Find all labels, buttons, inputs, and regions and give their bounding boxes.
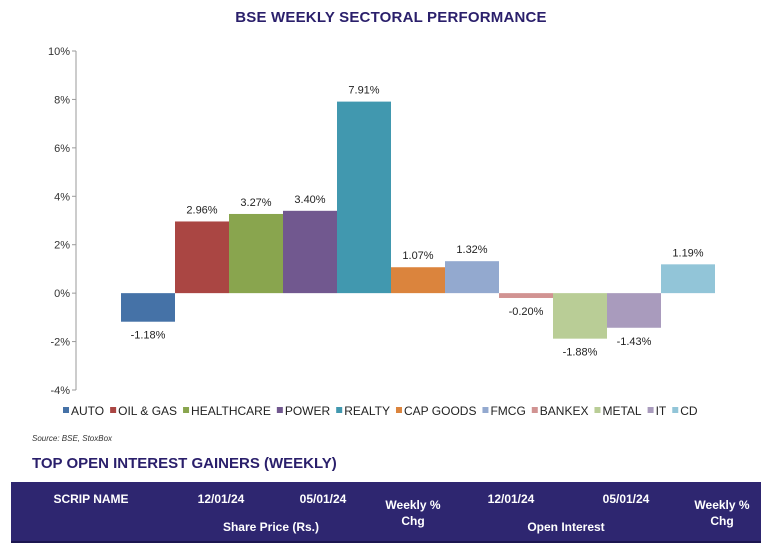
legend-swatch bbox=[647, 407, 654, 413]
y-tick-label: -4% bbox=[50, 385, 70, 397]
legend-swatch bbox=[110, 407, 117, 413]
bar-fmcg bbox=[445, 261, 499, 294]
bar-healthcare bbox=[229, 213, 283, 294]
legend: AUTO OIL & GAS HEALTHCARE POWER REALTY CAP GO… bbox=[63, 404, 698, 418]
data-label: 3.27% bbox=[240, 197, 271, 209]
bar-auto bbox=[121, 293, 175, 322]
bar-metal bbox=[553, 293, 607, 339]
legend-swatch bbox=[63, 407, 69, 413]
col-oi-date1: 12/01/24 bbox=[487, 492, 535, 506]
col-scrip-name: SCRIP NAME bbox=[53, 492, 129, 506]
section-title: TOP OPEN INTEREST GAINERS (WEEKLY) bbox=[32, 455, 337, 472]
chart-title: BSE WEEKLY SECTORAL PERFORMANCE bbox=[235, 9, 547, 26]
group-open-interest: Open Interest bbox=[527, 520, 605, 534]
y-tick-label: 4% bbox=[54, 191, 70, 203]
data-label: 2.96% bbox=[186, 204, 217, 216]
table-header: SCRIP NAME 12/01/24 05/01/24 Share Price… bbox=[11, 482, 761, 543]
legend-label: REALTY bbox=[344, 404, 390, 418]
data-label: -1.18% bbox=[131, 330, 166, 342]
y-tick-label: 8% bbox=[54, 94, 70, 106]
data-label: 7.91% bbox=[348, 85, 379, 97]
legend-swatch bbox=[531, 407, 538, 413]
legend-label: IT bbox=[656, 404, 667, 418]
data-label: 1.19% bbox=[672, 247, 703, 259]
y-tick-label: 2% bbox=[54, 240, 70, 252]
y-tick-label: 10% bbox=[48, 46, 70, 58]
legend-label: FMCG bbox=[490, 404, 525, 418]
legend-swatch bbox=[672, 407, 679, 413]
data-label: -1.43% bbox=[617, 336, 652, 348]
data-label: -0.20% bbox=[509, 306, 544, 318]
legend-label: OIL & GAS bbox=[118, 404, 177, 418]
legend-label: AUTO bbox=[71, 404, 104, 418]
legend-label: CD bbox=[680, 404, 698, 418]
legend-swatch bbox=[594, 407, 601, 413]
bar-power bbox=[283, 210, 337, 294]
bar-cd bbox=[661, 264, 715, 294]
bars bbox=[121, 101, 715, 339]
col-price-date1: 12/01/24 bbox=[197, 492, 245, 506]
bar-oil-gas bbox=[175, 221, 229, 294]
legend-swatch bbox=[336, 407, 343, 413]
y-tick-label: 0% bbox=[54, 288, 70, 300]
data-label: -1.88% bbox=[563, 347, 598, 359]
col-oi-date2: 05/01/24 bbox=[602, 492, 650, 506]
legend-label: METAL bbox=[602, 404, 641, 418]
col-weekly-chg-2: Weekly % Chg bbox=[694, 498, 750, 528]
y-tick-label: -2% bbox=[50, 337, 70, 349]
legend-swatch bbox=[395, 407, 402, 413]
source-note: Source: BSE, StoxBox bbox=[32, 434, 113, 443]
data-label: 3.40% bbox=[294, 194, 325, 206]
bar-realty bbox=[337, 101, 391, 294]
bar-bankex bbox=[499, 293, 553, 298]
data-label: 1.32% bbox=[456, 244, 487, 256]
legend-swatch bbox=[482, 407, 489, 413]
data-labels: -1.18% 2.96% 3.27% 3.40% 7.91% 1.07% 1.32% -0.2… bbox=[131, 85, 704, 359]
legend-label: POWER bbox=[285, 404, 331, 418]
legend-swatch bbox=[183, 407, 190, 413]
y-axis: -4% -2% 0% 2% 4% 6% 8% 10% bbox=[48, 46, 77, 397]
legend-swatch bbox=[276, 407, 283, 413]
legend-label: CAP GOODS bbox=[404, 404, 476, 418]
data-label: 1.07% bbox=[402, 250, 433, 262]
col-price-date2: 05/01/24 bbox=[299, 492, 347, 506]
legend-label: HEALTHCARE bbox=[191, 404, 271, 418]
sector-bar-chart: -4% -2% 0% 2% 4% 6% 8% 10% -1.18% 2.96% 3.27% 3.40… bbox=[48, 46, 715, 418]
bar-cap-goods bbox=[391, 267, 445, 294]
col-weekly-chg-1: Weekly % Chg bbox=[385, 498, 441, 528]
y-tick-label: 6% bbox=[54, 143, 70, 155]
group-share-price: Share Price (Rs.) bbox=[222, 520, 320, 534]
legend-label: BANKEX bbox=[540, 404, 589, 418]
bar-it bbox=[607, 293, 661, 328]
